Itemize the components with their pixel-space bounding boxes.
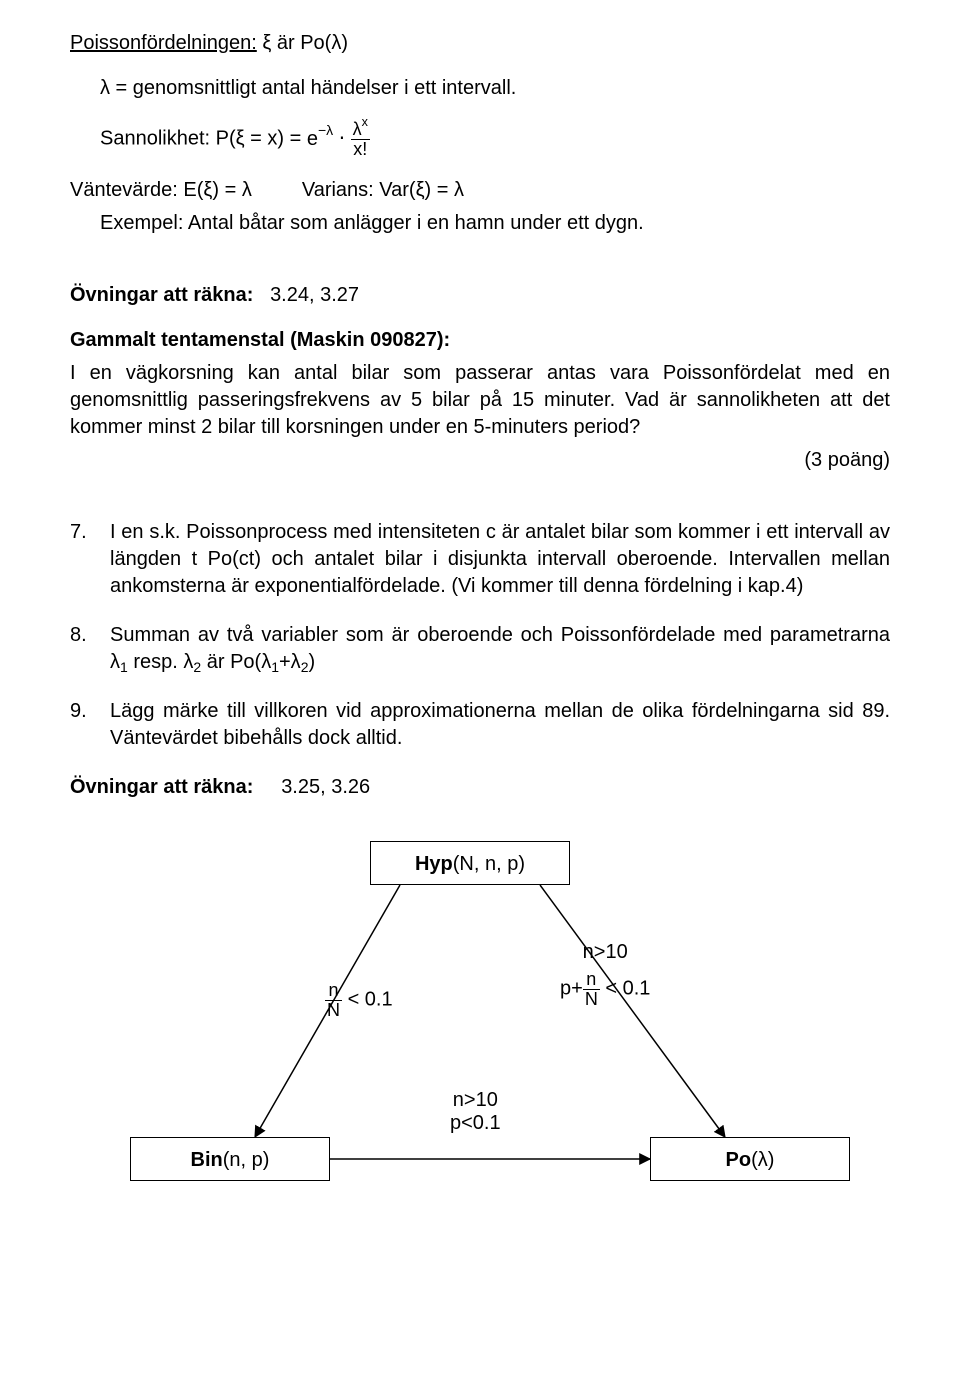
ovningar1-values: 3.24, 3.27 [270, 284, 359, 306]
sannolikhet-label: Sannolikhet: P(ξ = x) = [100, 128, 307, 150]
item-9-text: Lägg märke till villkoren vid approximat… [110, 700, 890, 749]
formula-exp: e−λ [307, 126, 333, 153]
item-7-text: I en s.k. Poissonprocess med intensitete… [110, 521, 890, 597]
item-7: 7. I en s.k. Poissonprocess med intensit… [70, 519, 890, 600]
vant-var-line: Väntevärde: E(ξ) = λ Varians: Var(ξ) = λ [70, 177, 890, 204]
distribution-diagram: Hyp(N, n, p) Bin(n, p) Po(λ) n N < 0.1 n… [70, 841, 890, 1181]
ovningar1: Övningar att räkna: 3.24, 3.27 [70, 282, 890, 309]
item-number: 7. [70, 519, 87, 546]
gammalt-score: (3 poäng) [70, 447, 890, 474]
ovningar2-values: 3.25, 3.26 [281, 776, 370, 798]
label-left: n N < 0.1 [325, 981, 393, 1020]
box-bin: Bin(n, p) [130, 1137, 330, 1181]
lambda-frac: λx x! [351, 120, 370, 159]
poisson-title-after: ξ är Po(λ) [257, 32, 348, 54]
box-hyp: Hyp(N, n, p) [370, 841, 570, 885]
exempel: Exempel: Antal båtar som anlägger i en h… [100, 210, 890, 237]
item-9: 9. Lägg märke till villkoren vid approxi… [70, 698, 890, 752]
label-bottom: n>10 p<0.1 [450, 1089, 501, 1135]
ovningar2: Övningar att räkna: 3.25, 3.26 [70, 774, 890, 801]
item-8: 8. Summan av två variabler som är oberoe… [70, 622, 890, 676]
sannolikhet-line: Sannolikhet: P(ξ = x) = e−λ ⋅ λx x! [100, 120, 890, 159]
item-8-text: Summan av två variabler som är oberoende… [110, 624, 890, 673]
label-right: n>10 p+ n N < 0.1 [560, 941, 650, 1009]
gammalt-title: Gammalt tentamenstal (Maskin 090827): [70, 327, 890, 354]
item-number: 9. [70, 698, 87, 725]
item-number: 8. [70, 622, 87, 649]
box-po: Po(λ) [650, 1137, 850, 1181]
ovningar1-label: Övningar att räkna: [70, 284, 253, 306]
gammalt-body: I en vägkorsning kan antal bilar som pas… [70, 360, 890, 441]
poisson-heading: Poissonfördelningen: ξ är Po(λ) [70, 30, 890, 57]
ovningar2-label: Övningar att räkna: [70, 776, 253, 798]
poisson-title: Poissonfördelningen: [70, 32, 257, 54]
lambda-def: λ = genomsnittligt antal händelser i ett… [100, 75, 890, 102]
vantevarde: Väntevärde: E(ξ) = λ [70, 179, 252, 201]
varians: Varians: Var(ξ) = λ [302, 179, 464, 201]
